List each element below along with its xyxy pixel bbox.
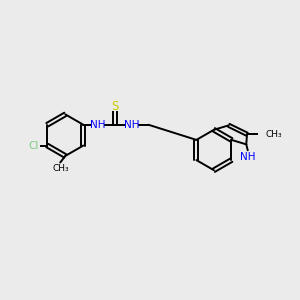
Text: NH: NH [90, 120, 105, 130]
Bar [53, 164, 69, 172]
Text: S: S [111, 100, 118, 113]
Bar [92, 121, 104, 129]
Bar [258, 130, 274, 138]
Text: CH₃: CH₃ [266, 130, 282, 139]
Bar [242, 153, 254, 161]
Text: CH₃: CH₃ [53, 164, 69, 173]
Text: NH: NH [240, 152, 256, 162]
Bar [111, 103, 119, 111]
Text: Cl: Cl [29, 140, 39, 151]
Bar [126, 121, 138, 129]
Bar [28, 141, 40, 150]
Text: NH: NH [124, 120, 140, 130]
